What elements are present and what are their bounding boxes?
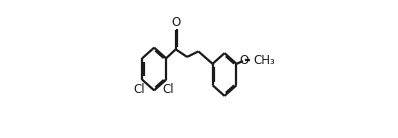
Text: Cl: Cl — [133, 83, 144, 96]
Text: O: O — [240, 54, 249, 67]
Text: Cl: Cl — [162, 83, 174, 96]
Text: CH₃: CH₃ — [253, 54, 275, 67]
Text: O: O — [171, 16, 180, 29]
